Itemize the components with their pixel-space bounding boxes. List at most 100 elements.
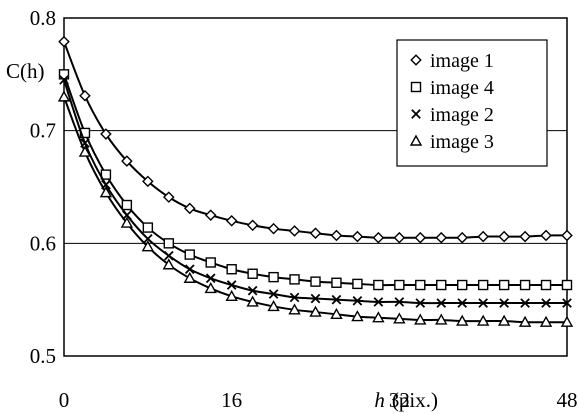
data-point-image-4	[519, 279, 531, 291]
data-point-image-3	[456, 314, 469, 326]
data-point-image-1	[267, 222, 280, 235]
data-point-image-2	[289, 292, 300, 303]
data-point-image-2	[520, 298, 530, 308]
data-point-image-3	[162, 258, 175, 270]
data-point-image-2	[499, 298, 509, 308]
data-point-image-1	[372, 231, 385, 244]
data-point-image-2	[562, 298, 572, 308]
data-point-image-2	[226, 280, 237, 290]
data-point-image-3	[99, 186, 113, 198]
data-point-image-4	[477, 279, 489, 291]
data-point-image-1	[183, 202, 196, 215]
data-point-image-4	[163, 238, 174, 249]
data-point-image-4	[142, 222, 154, 233]
x-tick-labels: 0 16 32 48	[59, 388, 578, 412]
data-point-image-4	[100, 169, 112, 180]
data-point-image-4	[373, 279, 384, 291]
legend-item-image-2: image 2	[411, 104, 494, 126]
data-point-image-3	[225, 289, 238, 301]
legend-item-image-1: image 1	[410, 50, 494, 72]
legend-items: image 1 image 4 image 2 image 3	[409, 50, 494, 153]
data-point-image-3	[141, 240, 155, 252]
data-point-image-2	[478, 298, 489, 308]
data-point-image-3	[120, 216, 134, 228]
data-point-image-3	[267, 299, 280, 312]
data-point-image-4	[205, 257, 216, 268]
legend-label: image 3	[430, 131, 494, 153]
legend-label: image 4	[430, 77, 494, 99]
data-point-image-3	[435, 313, 448, 325]
x-tick-label: 48	[557, 388, 578, 412]
x-tick-label: 16	[221, 388, 242, 412]
data-point-image-1	[477, 230, 489, 243]
data-point-image-1	[456, 231, 468, 244]
data-point-image-1	[225, 215, 238, 227]
data-point-image-3	[309, 305, 322, 317]
series-image-4	[58, 69, 573, 291]
data-point-image-1	[121, 155, 133, 167]
data-point-image-2	[457, 298, 468, 308]
data-point-image-1	[540, 229, 552, 242]
data-point-image-4	[352, 278, 363, 290]
data-point-image-4	[540, 279, 552, 291]
x-tick-label: 32	[389, 388, 410, 412]
data-point-image-3	[560, 315, 574, 327]
legend-label: image 1	[430, 50, 494, 72]
data-point-image-3	[539, 315, 553, 327]
data-point-image-1	[498, 230, 510, 243]
data-point-image-4	[121, 199, 133, 211]
legend-marker-image-3	[409, 134, 423, 146]
data-point-image-2	[268, 289, 279, 299]
data-point-image-3	[246, 295, 259, 307]
y-tick-label: 0.6	[30, 231, 56, 255]
data-point-image-2	[310, 293, 321, 304]
data-point-image-2	[436, 298, 447, 308]
series-image-2	[59, 75, 572, 308]
series-image-3	[57, 90, 574, 327]
data-point-image-1	[288, 225, 301, 237]
data-point-image-1	[309, 227, 322, 239]
legend-marker-image-4	[410, 81, 422, 93]
data-point-image-4	[310, 276, 321, 287]
data-point-image-3	[288, 303, 301, 315]
data-point-image-3	[497, 314, 511, 326]
data-point-image-3	[476, 314, 490, 326]
legend-marker-image-1	[410, 54, 422, 66]
data-point-image-2	[59, 75, 69, 85]
data-point-image-4	[498, 279, 510, 291]
data-point-image-2	[373, 297, 384, 307]
data-point-image-1	[100, 128, 112, 140]
data-point-image-1	[330, 229, 343, 242]
data-point-image-3	[393, 312, 406, 324]
legend-box	[396, 39, 548, 167]
data-point-image-2	[163, 250, 174, 261]
data-point-image-2	[247, 285, 258, 296]
data-point-image-4	[184, 249, 195, 260]
data-point-image-1	[351, 230, 364, 243]
x-axis-variable: h	[374, 388, 385, 412]
data-point-image-1	[246, 219, 259, 232]
data-point-image-4	[247, 268, 258, 279]
data-point-image-2	[352, 295, 363, 306]
data-point-image-3	[204, 281, 217, 294]
data-point-image-3	[372, 311, 385, 323]
data-point-image-1	[435, 231, 448, 244]
data-point-image-1	[142, 175, 154, 188]
data-point-image-3	[78, 145, 92, 157]
legend-item-image-3: image 3	[409, 131, 494, 153]
data-point-image-2	[394, 297, 405, 307]
data-point-image-1	[414, 231, 427, 244]
data-point-image-4	[268, 271, 279, 283]
data-point-image-2	[415, 298, 426, 308]
y-tick-label: 0.8	[30, 6, 56, 30]
y-tick-label: 0.7	[30, 119, 56, 143]
data-point-image-3	[518, 315, 532, 327]
data-point-image-4	[394, 279, 405, 291]
data-point-image-3	[351, 310, 364, 322]
data-point-image-4	[226, 264, 237, 275]
data-point-image-1	[58, 35, 70, 48]
data-point-image-3	[183, 271, 196, 283]
data-point-image-3	[414, 313, 427, 325]
